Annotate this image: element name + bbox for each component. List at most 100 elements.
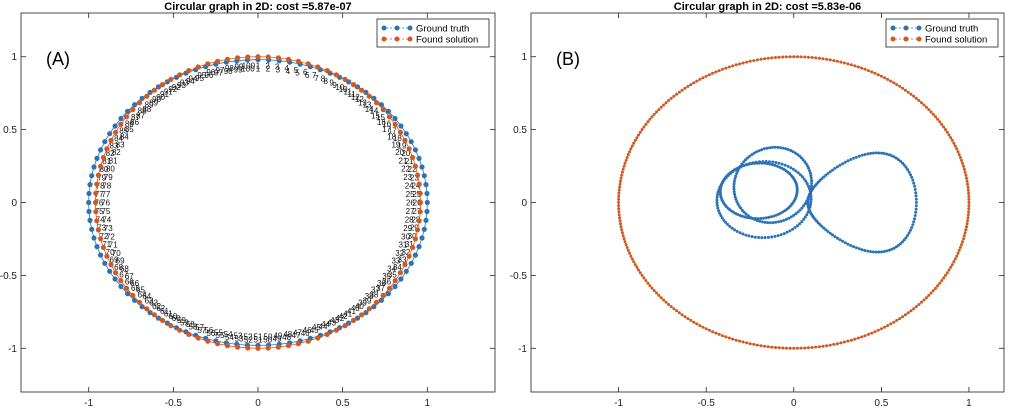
point-label: 22 bbox=[408, 165, 417, 174]
data-point bbox=[757, 161, 761, 165]
data-point bbox=[732, 185, 736, 188]
data-point bbox=[619, 225, 623, 229]
data-point bbox=[907, 231, 911, 235]
data-point bbox=[350, 317, 357, 323]
y-tick-label: 1 bbox=[521, 52, 527, 63]
data-point bbox=[799, 346, 803, 350]
data-point bbox=[882, 152, 886, 155]
data-point bbox=[952, 260, 956, 264]
data-point bbox=[168, 76, 174, 82]
legend-label: Found solution bbox=[925, 35, 987, 46]
data-point bbox=[104, 253, 110, 259]
data-point bbox=[715, 198, 719, 202]
data-point bbox=[770, 345, 774, 349]
data-point bbox=[617, 191, 621, 195]
data-point bbox=[619, 176, 623, 180]
data-point bbox=[746, 216, 749, 220]
data-point bbox=[416, 181, 422, 187]
data-point bbox=[967, 207, 971, 211]
data-point bbox=[833, 235, 837, 239]
data-point bbox=[94, 155, 100, 161]
data-point bbox=[417, 209, 423, 215]
data-point bbox=[760, 161, 764, 165]
data-point bbox=[417, 199, 424, 206]
point-label: 57 bbox=[197, 326, 206, 335]
point-label: 63 bbox=[149, 298, 158, 307]
data-point bbox=[94, 181, 100, 187]
point-label: 18 bbox=[393, 134, 402, 143]
data-point bbox=[646, 120, 650, 124]
data-point bbox=[892, 320, 896, 324]
data-point bbox=[839, 341, 843, 345]
data-point bbox=[808, 171, 812, 175]
data-point bbox=[732, 182, 736, 186]
data-point bbox=[860, 335, 864, 339]
data-point bbox=[695, 79, 699, 83]
y-tick-label: 0 bbox=[11, 198, 17, 209]
data-point bbox=[953, 257, 957, 261]
data-point bbox=[766, 221, 770, 225]
data-point bbox=[806, 184, 810, 188]
point-label: 100 bbox=[241, 65, 255, 74]
data-point bbox=[967, 210, 971, 214]
point-label: 2 bbox=[265, 62, 270, 71]
point-label: 89 bbox=[149, 99, 158, 108]
data-point bbox=[735, 229, 739, 233]
point-label: 1 bbox=[256, 64, 261, 73]
point-label: 42 bbox=[335, 314, 344, 323]
chart-title: Circular graph in 2D: cost =5.87e-07 bbox=[164, 1, 351, 13]
data-point bbox=[803, 215, 807, 219]
data-point bbox=[698, 77, 702, 81]
data-point bbox=[866, 152, 870, 156]
data-point bbox=[743, 215, 747, 219]
data-point bbox=[927, 108, 931, 112]
point-label: 36 bbox=[377, 279, 386, 288]
data-point bbox=[765, 162, 769, 166]
data-point bbox=[838, 238, 842, 242]
data-point bbox=[701, 76, 705, 80]
data-point bbox=[765, 146, 769, 150]
data-point bbox=[403, 268, 409, 274]
data-point bbox=[683, 315, 687, 319]
point-label: 8 bbox=[321, 75, 326, 84]
data-point bbox=[707, 73, 711, 77]
data-point bbox=[889, 322, 893, 326]
data-point bbox=[966, 216, 970, 220]
data-point bbox=[957, 153, 961, 157]
data-point bbox=[791, 167, 795, 171]
point-label: 81 bbox=[102, 157, 111, 166]
data-point bbox=[809, 184, 813, 188]
data-point bbox=[786, 148, 790, 151]
data-point bbox=[635, 265, 639, 269]
data-point bbox=[721, 334, 724, 338]
data-point bbox=[255, 345, 261, 351]
data-point bbox=[956, 251, 960, 255]
point-label: 94 bbox=[186, 77, 195, 86]
data-point bbox=[795, 188, 799, 192]
data-point bbox=[748, 154, 752, 158]
data-point bbox=[902, 163, 906, 167]
data-point bbox=[873, 71, 877, 75]
data-point bbox=[632, 141, 636, 145]
data-point bbox=[873, 330, 877, 334]
data-point bbox=[659, 105, 663, 109]
data-point bbox=[806, 55, 810, 59]
data-point bbox=[108, 137, 114, 143]
data-point bbox=[909, 92, 913, 96]
data-point bbox=[112, 276, 118, 282]
point-label: 35 bbox=[388, 270, 397, 279]
data-point bbox=[856, 336, 860, 340]
data-point bbox=[877, 250, 881, 254]
point-label: 26 bbox=[406, 199, 415, 208]
data-point bbox=[934, 286, 937, 290]
data-point bbox=[800, 175, 804, 179]
point-label: 88 bbox=[142, 105, 151, 114]
data-point bbox=[644, 279, 648, 283]
data-point bbox=[417, 190, 423, 196]
data-point bbox=[889, 79, 893, 83]
data-point bbox=[760, 220, 764, 224]
data-point bbox=[265, 345, 271, 351]
point-label: 98 bbox=[224, 67, 233, 76]
data-point bbox=[686, 84, 690, 88]
